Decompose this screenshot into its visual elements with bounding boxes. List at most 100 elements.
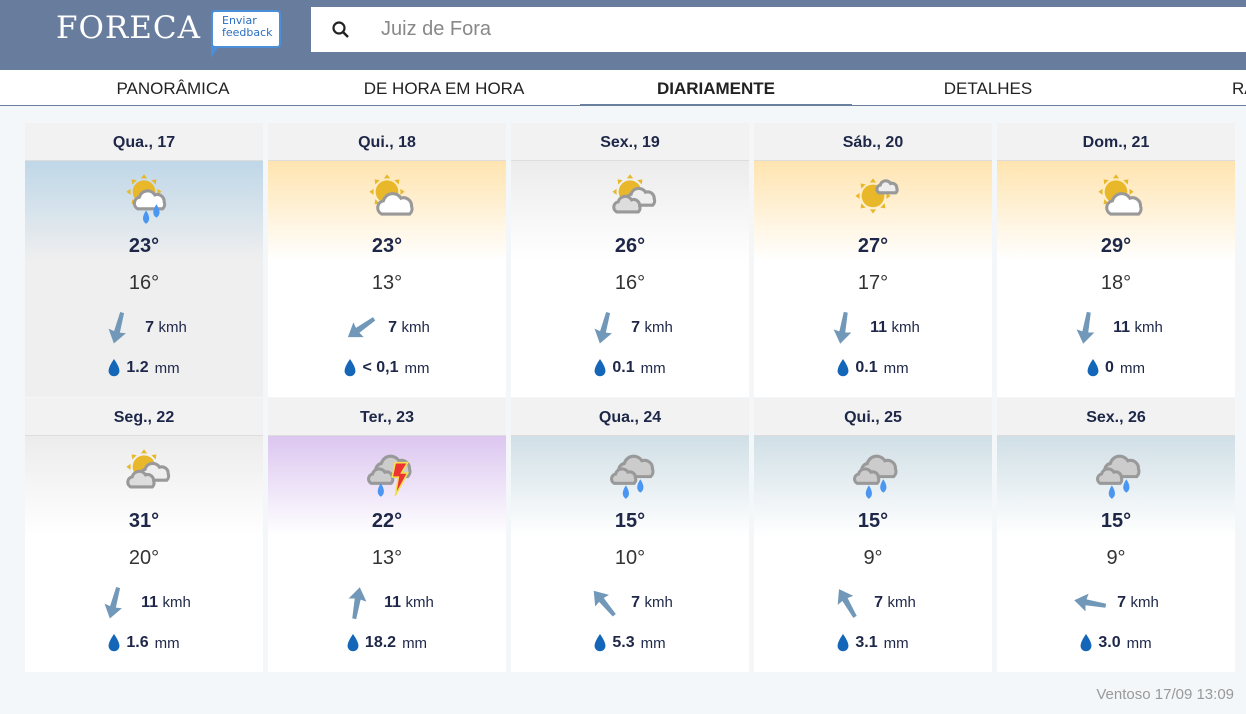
high-temp: 15°	[857, 510, 889, 532]
sun-small-cloud-icon	[855, 178, 899, 214]
low-temp: 20°	[128, 547, 160, 569]
wind-speed: 11	[1113, 319, 1131, 336]
precipitation: < 0,1 mm	[268, 359, 506, 377]
wind-unit: kmh	[1130, 594, 1159, 611]
search-icon[interactable]	[331, 20, 351, 40]
daily-forecast-grid: Qua., 17 23° 16° 7 kmh 1.2 mm Qui., 18 23°…	[25, 123, 1235, 672]
day-date: Qua., 24	[511, 398, 749, 436]
tab-hourly[interactable]: DE HORA EM HORA	[363, 79, 525, 98]
clouds-rain-icon	[1096, 454, 1141, 499]
search-input[interactable]	[381, 18, 1181, 41]
day-date: Qua., 17	[25, 123, 263, 161]
precipitation: 3.1 mm	[754, 634, 992, 652]
wind-unit: kmh	[891, 319, 920, 336]
raindrop-icon	[1087, 359, 1099, 377]
day-card[interactable]: Sex., 19 26° 16° 7 kmh 0.1 mm	[511, 123, 749, 397]
wind-unit: kmh	[158, 319, 187, 336]
day-date: Sex., 19	[511, 123, 749, 161]
feedback-button[interactable]: Enviar feedback	[211, 10, 281, 58]
sky-background	[511, 436, 749, 536]
rain-amount: 0.1	[855, 359, 878, 376]
rain-unit: mm	[883, 359, 909, 377]
precipitation: 18.2 mm	[268, 634, 506, 652]
wind: 7 kmh	[997, 586, 1235, 620]
rain-amount: 1.6	[126, 634, 149, 651]
rain-amount: 0	[1105, 359, 1114, 376]
tab-radar[interactable]: RA	[1232, 79, 1246, 98]
sky-background	[268, 436, 506, 536]
wind: 11 kmh	[754, 311, 992, 345]
tab-details[interactable]: DETALHES	[943, 79, 1033, 98]
day-card[interactable]: Qua., 17 23° 16° 7 kmh 1.2 mm	[25, 123, 263, 397]
high-temp: 22°	[371, 510, 403, 532]
day-card[interactable]: Ter., 23 22° 13° 11 kmh 18.2 mm	[268, 398, 506, 672]
tab-daily[interactable]: DIARIAMENTE	[580, 70, 852, 106]
day-card[interactable]: Qui., 18 23° 13° 7 kmh < 0,1 mm	[268, 123, 506, 397]
clouds-rain-icon	[853, 454, 898, 499]
low-temp: 13°	[371, 272, 403, 294]
day-date: Seg., 22	[25, 398, 263, 436]
sky-background	[754, 436, 992, 536]
clouds-thunder-rain-icon	[367, 454, 412, 497]
clouds-rain-icon	[610, 454, 655, 499]
raindrop-icon	[594, 634, 606, 652]
top-bar: FORECA Enviar feedback	[0, 0, 1246, 70]
high-temp: 15°	[1100, 510, 1132, 532]
day-date: Sex., 26	[997, 398, 1235, 436]
wind: 7 kmh	[511, 311, 749, 345]
day-card[interactable]: Qui., 25 15° 9° 7 kmh 3.1 mm	[754, 398, 992, 672]
precipitation: 0 mm	[997, 359, 1235, 377]
wind-unit: kmh	[401, 319, 430, 336]
high-temp: 15°	[614, 510, 646, 532]
sun-cloud-rain-icon	[126, 174, 167, 224]
high-temp: 23°	[371, 235, 403, 257]
wind-arrow-icon	[833, 311, 852, 344]
rain-unit: mm	[640, 359, 666, 377]
day-card[interactable]: Seg., 22 31° 20° 11 kmh 1.6 mm	[25, 398, 263, 672]
wind-arrow-icon	[104, 587, 123, 619]
rain-unit: mm	[402, 634, 428, 652]
sun-cloud-icon	[369, 174, 414, 216]
day-card[interactable]: Dom., 21 29° 18° 11 kmh 0 mm	[997, 123, 1235, 397]
tab-panoramica[interactable]: PANORÂMICA	[116, 79, 230, 98]
rain-amount: 5.3	[612, 634, 635, 651]
day-card[interactable]: Sex., 26 15° 9° 7 kmh 3.0 mm	[997, 398, 1235, 672]
day-card[interactable]: Sáb., 20 27° 17° 11 kmh 0.1 mm	[754, 123, 992, 397]
wind-arrow-icon	[108, 312, 127, 344]
day-date: Qui., 25	[754, 398, 992, 436]
day-date: Qui., 18	[268, 123, 506, 161]
rain-unit: mm	[640, 634, 666, 652]
high-temp: 31°	[128, 510, 160, 532]
sky-background	[997, 436, 1235, 536]
wind-arrow-icon	[837, 589, 857, 618]
rain-amount: < 0,1	[362, 359, 399, 376]
last-updated: Ventoso 17/09 13:09	[1096, 686, 1234, 703]
wind-speed: 7	[631, 594, 641, 611]
rain-amount: 0.1	[612, 359, 635, 376]
rain-unit: mm	[154, 634, 180, 652]
raindrop-icon	[837, 634, 849, 652]
wind-arrow-icon	[1076, 311, 1095, 344]
raindrop-icon	[347, 634, 359, 652]
rain-amount: 18.2	[364, 634, 397, 651]
rain-unit: mm	[1119, 359, 1145, 377]
high-temp: 26°	[614, 235, 646, 257]
foreca-logo[interactable]: FORECA	[56, 10, 202, 46]
sun-cloud-icon	[1098, 174, 1143, 216]
precipitation: 0.1 mm	[511, 359, 749, 377]
wind-speed: 7	[874, 594, 884, 611]
rain-amount: 3.1	[855, 634, 878, 651]
day-date: Sáb., 20	[754, 123, 992, 161]
high-temp: 29°	[1100, 235, 1132, 257]
wind-speed: 7	[145, 319, 155, 336]
search-bar	[311, 7, 1246, 52]
day-card[interactable]: Qua., 24 15° 10° 7 kmh 5.3 mm	[511, 398, 749, 672]
low-temp: 9°	[863, 547, 883, 569]
wind-speed: 11	[870, 319, 888, 336]
day-date: Dom., 21	[997, 123, 1235, 161]
wind-arrow-icon	[348, 317, 376, 338]
raindrop-icon	[837, 359, 849, 377]
wind: 7 kmh	[511, 586, 749, 620]
rain-amount: 1.2	[126, 359, 149, 376]
wind: 7 kmh	[268, 311, 506, 345]
